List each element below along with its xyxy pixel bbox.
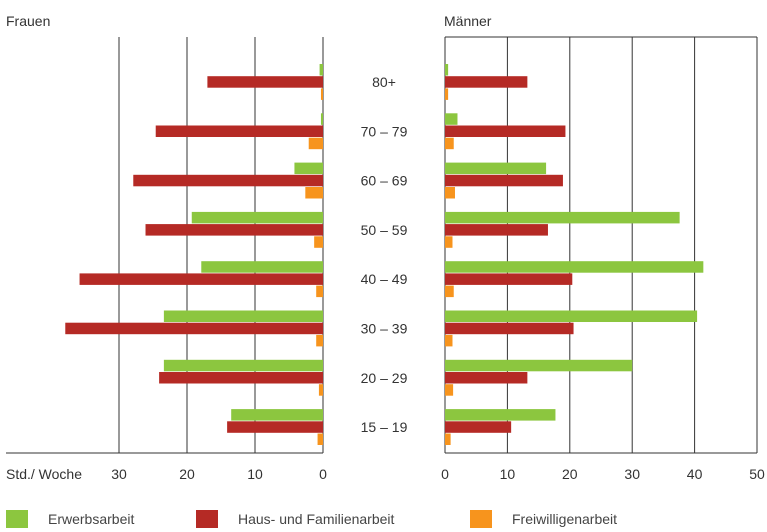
panel-title-frauen: Frauen	[6, 13, 50, 29]
butterfly-bar-chart: 80+ 70 – 79 60 – 69 50 – 59 40 – 49 30 – 39 20…	[6, 13, 765, 482]
bar-maenner-freiwilligenarbeit-20-29	[445, 384, 454, 396]
bar-frauen-freiwilligenarbeit-60-69	[305, 187, 323, 199]
bar-maenner-haus-und-familienarbeit-80	[445, 76, 528, 88]
tick-label-maenner-10: 10	[500, 466, 516, 482]
bar-maenner-freiwilligenarbeit-80	[445, 88, 449, 100]
tick-label-maenner-40: 40	[687, 466, 703, 482]
age-group-label-70-79: 70 – 79	[361, 123, 408, 139]
bar-maenner-erwerbsarbeit-15-19	[445, 409, 556, 421]
age-group-label-15-19: 15 – 19	[361, 419, 408, 435]
bar-maenner-erwerbsarbeit-20-29	[445, 359, 633, 372]
bar-frauen-erwerbsarbeit-15-19	[231, 409, 323, 421]
legend-label-hausarbeit: Haus- und Familienarbeit	[238, 511, 395, 527]
bar-maenner-freiwilligenarbeit-40-49	[445, 285, 454, 298]
legend: Erwerbsarbeit Haus- und Familienarbeit F…	[0, 510, 767, 532]
tick-label-maenner-20: 20	[562, 466, 578, 482]
bar-frauen-haus-und-familienarbeit-80	[207, 76, 323, 88]
bar-frauen-freiwilligenarbeit-40-49	[316, 285, 323, 298]
bar-maenner-erwerbsarbeit-30-39	[445, 310, 698, 322]
bar-frauen-haus-und-familienarbeit-50-59	[145, 224, 323, 236]
legend-item-erwerbsarbeit: Erwerbsarbeit	[6, 510, 134, 528]
bar-maenner-haus-und-familienarbeit-15-19	[445, 421, 512, 433]
bar-frauen-erwerbsarbeit-80	[319, 64, 323, 76]
bar-frauen-erwerbsarbeit-20-29	[163, 359, 323, 372]
bar-frauen-haus-und-familienarbeit-30-39	[65, 322, 323, 335]
grid-right	[444, 36, 758, 454]
legend-item-freiwilligenarbeit: Freiwilligenarbeit	[470, 510, 617, 528]
bar-maenner-erwerbsarbeit-70-79	[445, 113, 458, 125]
bar-maenner-erwerbsarbeit-40-49	[445, 261, 704, 273]
legend-swatch-hausarbeit	[196, 510, 218, 528]
legend-item-hausarbeit: Haus- und Familienarbeit	[196, 510, 394, 528]
bar-maenner-erwerbsarbeit-50-59	[445, 211, 680, 224]
bar-maenner-haus-und-familienarbeit-70-79	[445, 125, 566, 137]
bar-frauen-freiwilligenarbeit-70-79	[308, 137, 323, 150]
bar-frauen-erwerbsarbeit-50-59	[191, 211, 323, 224]
bar-frauen-freiwilligenarbeit-30-39	[316, 334, 323, 347]
tick-label-maenner-0: 0	[441, 466, 449, 482]
legend-swatch-erwerbsarbeit	[6, 510, 28, 528]
legend-label-erwerbsarbeit: Erwerbsarbeit	[48, 511, 135, 527]
bar-maenner-erwerbsarbeit-60-69	[445, 162, 547, 175]
bar-frauen-erwerbsarbeit-30-39	[163, 310, 323, 322]
bar-maenner-freiwilligenarbeit-50-59	[445, 236, 453, 248]
bar-frauen-haus-und-familienarbeit-40-49	[79, 273, 323, 285]
bar-frauen-freiwilligenarbeit-80	[320, 88, 323, 100]
bar-frauen-haus-und-familienarbeit-20-29	[159, 372, 323, 384]
tick-labels-frauen: 30 20 10 0	[111, 466, 327, 482]
bar-maenner-freiwilligenarbeit-30-39	[445, 334, 453, 347]
legend-swatch-freiwilligenarbeit	[470, 510, 492, 528]
tick-label-frauen-20: 20	[179, 466, 195, 482]
tick-label-maenner-30: 30	[624, 466, 640, 482]
bar-frauen-erwerbsarbeit-70-79	[320, 113, 323, 125]
bars-frauen	[65, 64, 323, 445]
age-group-labels: 80+ 70 – 79 60 – 69 50 – 59 40 – 49 30 – 39 20…	[361, 74, 408, 435]
bar-maenner-haus-und-familienarbeit-20-29	[445, 372, 528, 384]
bar-frauen-haus-und-familienarbeit-60-69	[133, 174, 323, 187]
age-group-label-40-49: 40 – 49	[361, 271, 408, 287]
bar-frauen-haus-und-familienarbeit-15-19	[227, 421, 323, 433]
bar-frauen-haus-und-familienarbeit-70-79	[155, 125, 323, 137]
legend-label-freiwilligenarbeit: Freiwilligenarbeit	[512, 511, 618, 527]
panel-title-maenner: Männer	[444, 13, 492, 29]
bars-maenner	[445, 64, 704, 445]
tick-label-frauen-10: 10	[247, 466, 263, 482]
tick-labels-maenner: 0 10 20 30 40 50	[441, 466, 765, 482]
tick-label-maenner-50: 50	[749, 466, 765, 482]
age-group-label-80: 80+	[372, 74, 396, 90]
age-group-label-60-69: 60 – 69	[361, 173, 408, 189]
bar-frauen-freiwilligenarbeit-20-29	[318, 384, 323, 396]
age-group-label-20-29: 20 – 29	[361, 370, 408, 386]
bar-maenner-freiwilligenarbeit-15-19	[445, 433, 451, 445]
tick-label-frauen-0: 0	[319, 466, 327, 482]
x-axis-label-frauen: Std./ Woche	[6, 466, 82, 482]
bar-frauen-freiwilligenarbeit-15-19	[317, 433, 323, 445]
bar-maenner-freiwilligenarbeit-70-79	[445, 137, 454, 150]
bar-maenner-freiwilligenarbeit-60-69	[445, 187, 455, 199]
bar-maenner-haus-und-familienarbeit-30-39	[445, 322, 574, 335]
bar-frauen-erwerbsarbeit-60-69	[294, 162, 323, 175]
age-group-label-30-39: 30 – 39	[361, 320, 408, 336]
bar-maenner-haus-und-familienarbeit-50-59	[445, 224, 548, 236]
bar-maenner-erwerbsarbeit-80	[445, 64, 449, 76]
tick-label-frauen-30: 30	[111, 466, 127, 482]
bar-frauen-freiwilligenarbeit-50-59	[314, 236, 323, 248]
bar-frauen-erwerbsarbeit-40-49	[201, 261, 323, 273]
bar-maenner-haus-und-familienarbeit-60-69	[445, 174, 563, 187]
age-group-label-50-59: 50 – 59	[361, 222, 408, 238]
bar-maenner-haus-und-familienarbeit-40-49	[445, 273, 573, 285]
grid-left	[6, 37, 324, 454]
